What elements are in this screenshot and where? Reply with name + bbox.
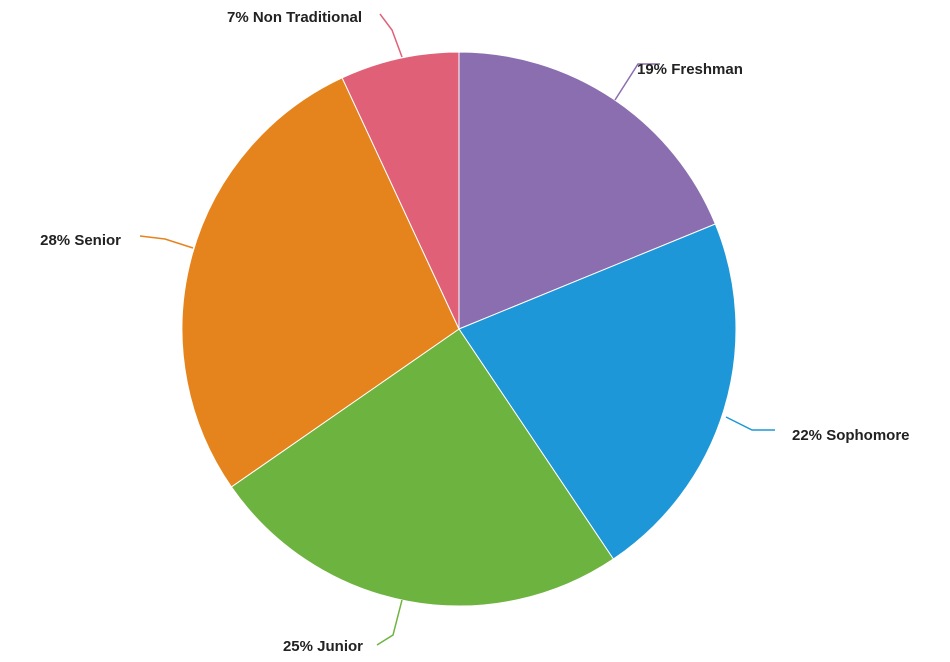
slice-label-non-traditional: 7% Non Traditional — [227, 9, 362, 26]
leader-line-freshman — [614, 63, 660, 101]
pie-slice-senior — [181, 77, 460, 488]
slice-label-freshman: 19% Freshman — [637, 61, 743, 78]
slice-label-senior: 28% Senior — [40, 232, 121, 249]
leader-line-sophomore — [725, 416, 775, 431]
leader-line-senior — [139, 235, 194, 249]
slice-label-junior: 25% Junior — [283, 638, 363, 655]
pie-slices — [181, 51, 737, 607]
leader-lines — [139, 13, 775, 646]
leader-line-junior — [376, 599, 403, 646]
pie-slice-freshman — [458, 51, 716, 330]
slice-label-sophomore: 22% Sophomore — [792, 427, 910, 444]
leader-line-non-traditional — [379, 13, 403, 58]
pie-slice-junior — [230, 328, 615, 607]
pie-slice-non-traditional — [341, 51, 460, 330]
slice-labels: 19% Freshman 22% Sophomore 25% Junior 28% S… — [40, 9, 909, 655]
pie-slice-sophomore — [458, 223, 737, 560]
